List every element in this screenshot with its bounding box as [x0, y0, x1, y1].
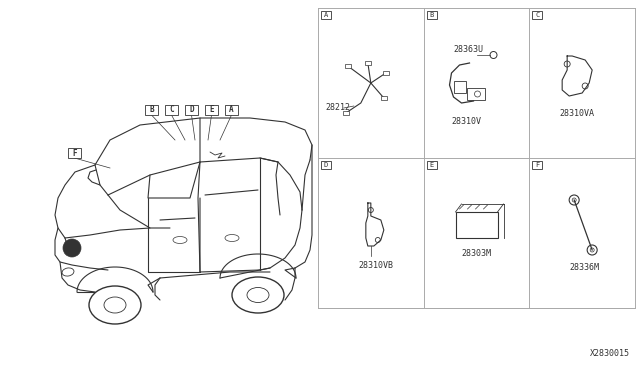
Bar	[467, 88, 484, 100]
Text: F: F	[72, 148, 77, 157]
Text: 28363U: 28363U	[454, 45, 483, 55]
FancyBboxPatch shape	[145, 105, 158, 115]
FancyBboxPatch shape	[185, 105, 198, 115]
Text: D: D	[324, 162, 328, 168]
Text: B: B	[429, 12, 434, 18]
Text: A: A	[229, 106, 234, 115]
Text: X2830015: X2830015	[590, 349, 630, 358]
Text: 28310VA: 28310VA	[559, 109, 595, 118]
FancyBboxPatch shape	[321, 161, 331, 169]
FancyBboxPatch shape	[427, 11, 436, 19]
Text: 28310VB: 28310VB	[358, 262, 394, 270]
Bar	[343, 111, 349, 115]
FancyBboxPatch shape	[205, 105, 218, 115]
FancyBboxPatch shape	[225, 105, 238, 115]
Text: C: C	[535, 12, 540, 18]
FancyBboxPatch shape	[532, 161, 542, 169]
FancyBboxPatch shape	[165, 105, 178, 115]
Text: 28212: 28212	[326, 103, 351, 112]
Bar	[454, 81, 465, 93]
Text: 28310V: 28310V	[451, 116, 481, 125]
FancyBboxPatch shape	[532, 11, 542, 19]
Text: E: E	[429, 162, 434, 168]
Text: E: E	[209, 106, 214, 115]
FancyBboxPatch shape	[321, 11, 331, 19]
Text: D: D	[189, 106, 194, 115]
Text: C: C	[169, 106, 174, 115]
Bar	[365, 61, 371, 65]
FancyBboxPatch shape	[427, 161, 436, 169]
Circle shape	[63, 239, 81, 257]
Text: 28303M: 28303M	[461, 250, 492, 259]
Text: 28336M: 28336M	[569, 263, 599, 273]
Bar	[383, 71, 389, 75]
Text: A: A	[324, 12, 328, 18]
Bar	[456, 212, 497, 238]
Bar	[345, 64, 351, 68]
Text: B: B	[149, 106, 154, 115]
Text: F: F	[535, 162, 540, 168]
Bar	[381, 96, 387, 100]
FancyBboxPatch shape	[68, 148, 81, 158]
